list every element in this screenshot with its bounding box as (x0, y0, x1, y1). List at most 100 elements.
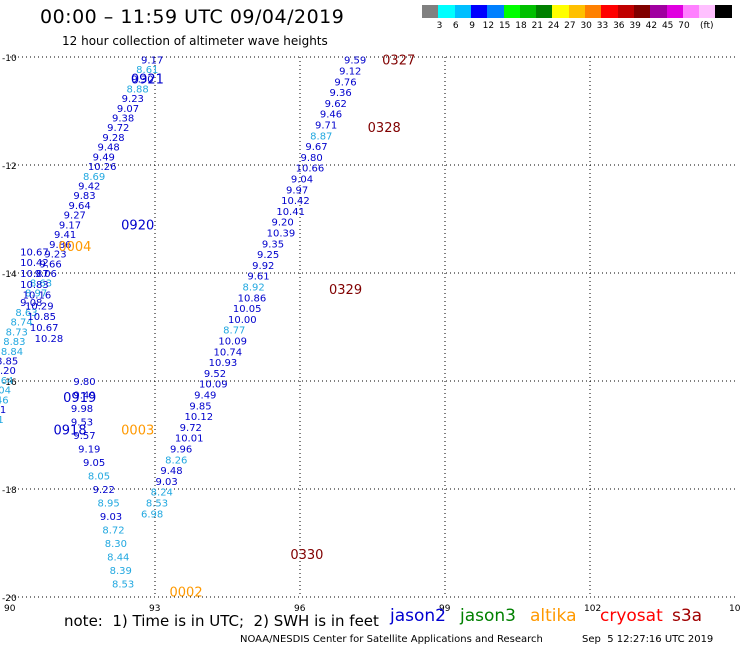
colorbar-swatch (519, 5, 537, 18)
pass-time-label: 0003 (121, 424, 154, 439)
wave-height-value: 10.74 (214, 347, 243, 358)
wave-height-value: 10.26 (88, 162, 117, 173)
wave-height-value: 10.67 (30, 323, 59, 334)
pass-time-label: 0919 (63, 391, 96, 406)
satellite-legend-cryosat: cryosat (600, 606, 663, 626)
wave-height-value: 9.48 (98, 143, 120, 154)
wave-height-value: 9.57 (73, 431, 95, 442)
wave-height-value: 9.27 (64, 211, 86, 222)
wave-height-value: 10.09 (218, 337, 247, 348)
wave-height-value: 8.83 (3, 337, 25, 348)
colorbar-swatch (617, 5, 635, 18)
wave-height-value: 8.46 (0, 395, 9, 406)
wave-height-value: 9.30 (131, 75, 153, 86)
wave-height-value: 9.20 (272, 218, 294, 229)
wave-height-value: 9.19 (78, 445, 100, 456)
colorbar-tick-label: 27 (564, 21, 576, 31)
wave-height-value: 6.98 (141, 509, 163, 520)
wave-height-value: 9.41 (0, 405, 6, 416)
wave-height-value: 10.42 (281, 196, 310, 207)
wave-height-value: 9.48 (160, 466, 182, 477)
wave-height-value: 9.35 (262, 239, 284, 250)
wave-height-value: 9.36 (330, 88, 352, 99)
wave-height-value: 10.93 (209, 358, 238, 369)
wave-height-value: 8.63 (15, 308, 37, 319)
colorbar-tick-label: 6 (452, 21, 459, 31)
colorbar-swatch (666, 5, 684, 18)
wave-height-value: 10.01 (175, 434, 204, 445)
colorbar-tick-label: 39 (629, 21, 641, 31)
colorbar-swatch (650, 5, 668, 18)
colorbar-swatch (682, 5, 700, 18)
footer-timestamp: Sep 5 12:27:16 UTC 2019 (582, 634, 714, 645)
colorbar-tick-label: 12 (482, 21, 495, 31)
pass-time-label: 0921 (131, 73, 164, 88)
wave-height-value: 9.03 (100, 512, 122, 523)
wave-height-value: 9.76 (334, 77, 356, 88)
wave-height-value: 9.83 (73, 191, 95, 202)
wave-height-value: 10.09 (199, 380, 228, 391)
pass-time-label: 0004 (58, 240, 91, 255)
wave-height-value: 10.83 (20, 280, 49, 291)
wave-height-value: 9.72 (180, 423, 202, 434)
wave-height-value: 8.85 (0, 356, 18, 367)
wave-height-value: 10.00 (228, 315, 257, 326)
colorbar-tick-label: 30 (580, 21, 592, 31)
colorbar-tick-label: 21 (531, 21, 544, 31)
wave-height-value: 9.80 (301, 153, 323, 164)
wave-height-value: 8.95 (98, 499, 120, 510)
lat-tick-label: -20 (2, 594, 17, 604)
wave-height-value: 8.61 (0, 415, 4, 426)
lat-tick-label: -18 (2, 486, 17, 496)
wave-height-value: 10.41 (276, 207, 305, 218)
wave-height-value: 9.86 (49, 240, 71, 251)
wave-height-value: 9.53 (71, 418, 93, 429)
wave-height-value: 8.39 (110, 566, 132, 577)
wave-height-value: 8.61 (136, 65, 158, 76)
wave-height-value: 8.92 (243, 283, 265, 294)
colorbar-swatch (454, 5, 472, 18)
colorbar-tick-label: 70 (678, 21, 690, 31)
pass-time-label: 0002 (170, 586, 203, 601)
wave-height-value: 8.63 (30, 279, 52, 290)
wave-height-value: 8.64 (0, 376, 13, 387)
wave-height-value: 9.80 (73, 377, 95, 388)
lon-tick-label: 105 (729, 604, 740, 614)
colorbar-tick-label: 45 (661, 21, 674, 31)
wave-height-value: 9.23 (122, 94, 144, 105)
wave-height-value: 8.04 (0, 386, 11, 397)
wave-height-value: 9.12 (339, 67, 361, 78)
wave-height-value: 10.28 (35, 334, 64, 345)
colorbar-swatch (536, 5, 554, 18)
lon-tick-label: 93 (149, 604, 160, 614)
lon-tick-label: 90 (4, 604, 16, 614)
wave-height-value: 9.59 (344, 56, 366, 67)
wave-height-value: 9.05 (83, 458, 105, 469)
wave-height-value: 8.30 (105, 539, 127, 550)
colorbar-tick-label: 33 (596, 21, 609, 31)
pass-time-label: 0330 (290, 548, 323, 563)
wave-height-value: 9.07 (117, 104, 139, 115)
colorbar-swatch (601, 5, 619, 18)
wave-height-value: 9.25 (257, 250, 279, 261)
wave-height-value: 9.67 (305, 142, 327, 153)
wave-height-value: 10.67 (20, 247, 49, 258)
note-text: note: 1) Time is in UTC; 2) SWH is in fe… (64, 612, 379, 630)
colorbar-swatch (422, 5, 439, 18)
wave-height-value: 10.66 (296, 164, 325, 175)
satellite-legend-jason2: jason2 (390, 606, 446, 626)
wave-height-value: 9.85 (189, 401, 211, 412)
satellite-legend-s3a: s3a (672, 606, 703, 626)
wave-height-value: 9.66 (40, 259, 62, 270)
wave-height-value: 8.24 (151, 488, 173, 499)
wave-height-value: 9.42 (78, 182, 100, 193)
wave-height-value: 9.49 (93, 152, 115, 163)
colorbar-tick-label: 3 (436, 21, 443, 31)
wave-height-value: 9.20 (0, 366, 16, 377)
wave-height-value: 9.17 (59, 220, 81, 231)
page-subtitle: 12 hour collection of altimeter wave hei… (62, 34, 328, 48)
wave-height-value: 9.72 (107, 123, 129, 134)
wave-height-value: 10.16 (23, 291, 52, 302)
colorbar-swatch (585, 5, 602, 18)
